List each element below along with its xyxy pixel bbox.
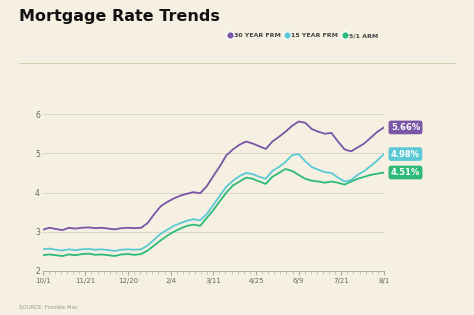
Text: SOURCE: Freddie Mac: SOURCE: Freddie Mac — [19, 305, 78, 310]
Text: Mortgage Rate Trends: Mortgage Rate Trends — [19, 9, 220, 25]
Text: 4.51%: 4.51% — [391, 168, 420, 177]
Text: 5.66%: 5.66% — [391, 123, 420, 132]
Text: 4.98%: 4.98% — [391, 150, 420, 158]
Legend: 30 YEAR FRM, 15 YEAR FRM, 5/1 ARM: 30 YEAR FRM, 15 YEAR FRM, 5/1 ARM — [225, 31, 381, 41]
